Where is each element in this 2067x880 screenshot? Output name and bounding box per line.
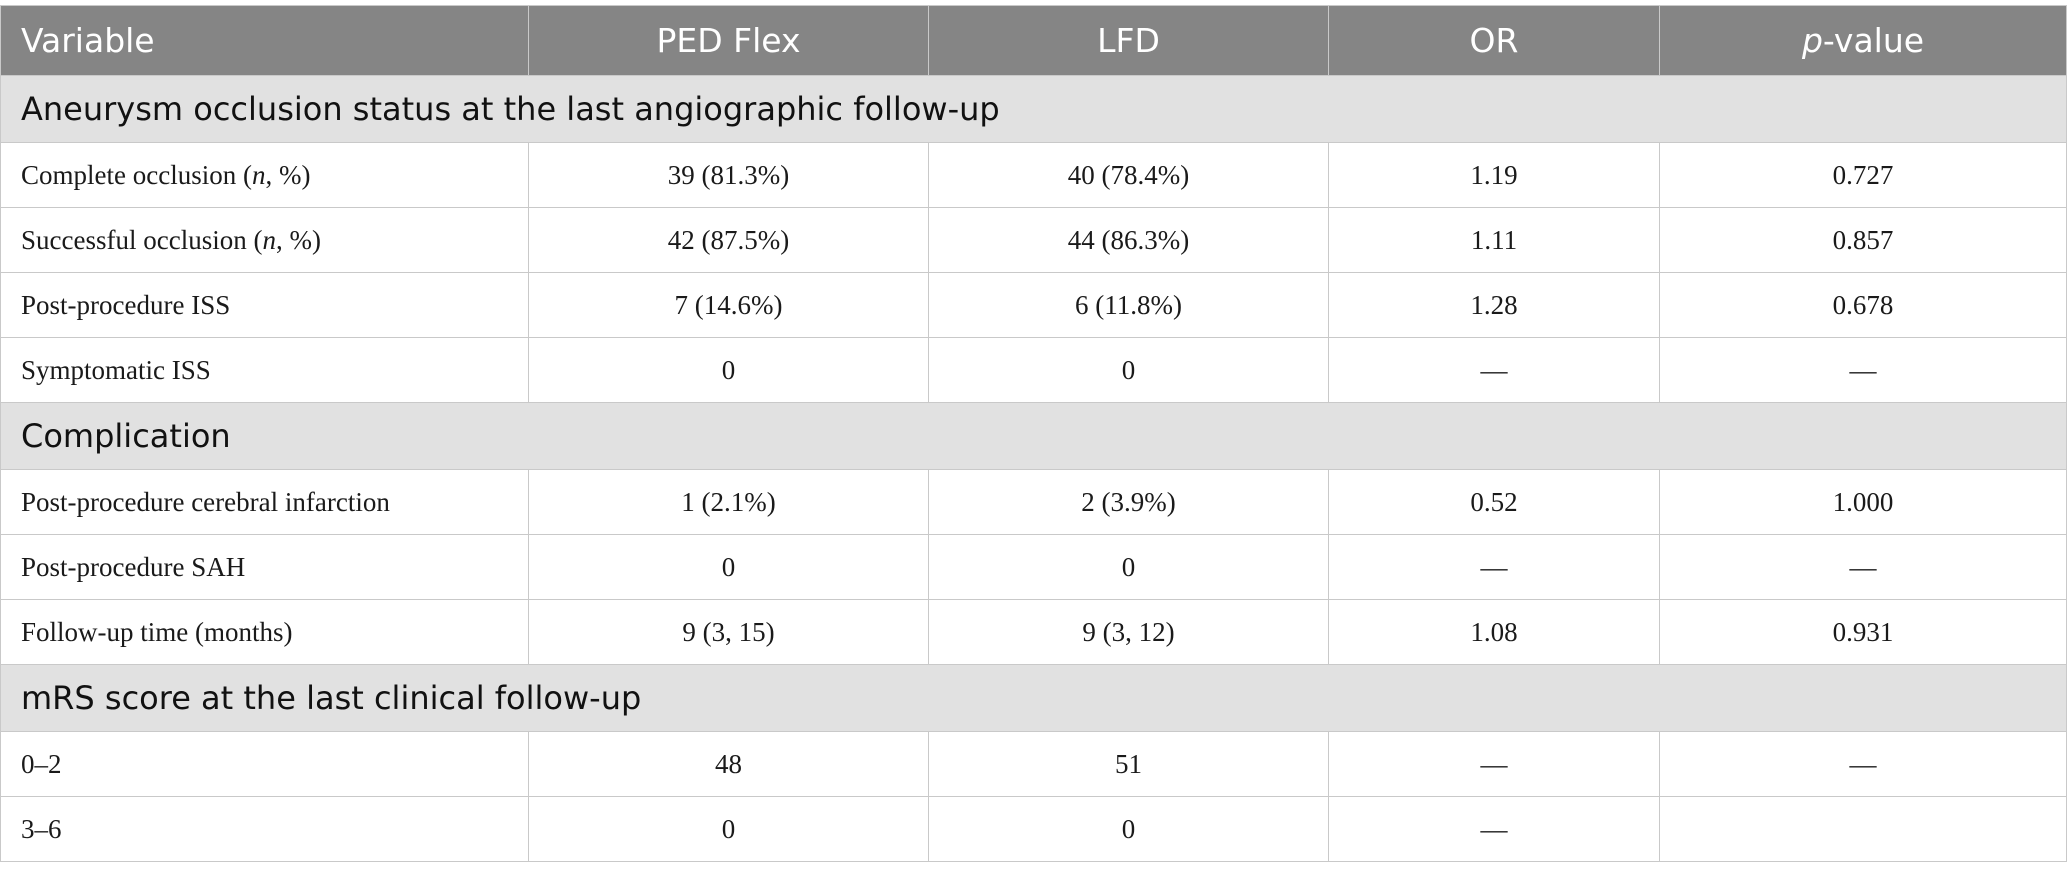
table-header: Variable PED Flex LFD OR p-value	[0, 5, 2067, 76]
variable-label: Complete occlusion (	[21, 159, 252, 190]
table-row: Complete occlusion (n, %) 39 (81.3%) 40 …	[0, 142, 2067, 208]
variable-italic: n	[262, 224, 276, 255]
variable-cell: Post-procedure ISS	[0, 272, 529, 338]
lfd-cell: 0	[928, 796, 1329, 862]
header-p-suffix: -value	[1822, 21, 1925, 60]
or-cell: 1.28	[1328, 272, 1660, 338]
ped-flex-cell: 0	[528, 534, 929, 600]
table-row: Symptomatic ISS 0 0 — —	[0, 337, 2067, 403]
header-variable: Variable	[0, 5, 529, 76]
p-value-cell: —	[1659, 534, 2067, 600]
table-row: Successful occlusion (n, %) 42 (87.5%) 4…	[0, 207, 2067, 273]
variable-cell: Complete occlusion (n, %)	[0, 142, 529, 208]
variable-label-suffix: , %)	[275, 224, 321, 255]
lfd-cell: 0	[928, 337, 1329, 403]
p-value-cell: 0.727	[1659, 142, 2067, 208]
ped-flex-cell: 0	[528, 796, 929, 862]
ped-flex-cell: 1 (2.1%)	[528, 469, 929, 535]
table-row: 3–6 0 0 —	[0, 796, 2067, 862]
header-p-value: p-value	[1659, 5, 2067, 76]
p-value-cell: 0.678	[1659, 272, 2067, 338]
header-ped-flex: PED Flex	[528, 5, 929, 76]
variable-label: Successful occlusion (	[21, 224, 263, 255]
variable-italic: n	[251, 159, 266, 190]
lfd-cell: 0	[928, 534, 1329, 600]
variable-cell: Successful occlusion (n, %)	[0, 207, 529, 273]
or-cell: —	[1328, 796, 1660, 862]
or-cell: —	[1328, 337, 1660, 403]
table-body: Aneurysm occlusion status at the last an…	[0, 75, 2067, 862]
lfd-cell: 2 (3.9%)	[928, 469, 1329, 535]
variable-cell: Follow-up time (months)	[0, 599, 529, 665]
section-title: Aneurysm occlusion status at the last an…	[0, 75, 2067, 143]
variable-cell: Post-procedure SAH	[0, 534, 529, 600]
p-value-cell: —	[1659, 337, 2067, 403]
variable-label-suffix: , %)	[265, 159, 311, 190]
or-cell: —	[1328, 731, 1660, 797]
ped-flex-cell: 0	[528, 337, 929, 403]
header-p-italic: p	[1801, 21, 1823, 60]
p-value-cell	[1659, 796, 2067, 862]
table-row: Post-procedure ISS 7 (14.6%) 6 (11.8%) 1…	[0, 272, 2067, 338]
p-value-cell: 1.000	[1659, 469, 2067, 535]
lfd-cell: 44 (86.3%)	[928, 207, 1329, 273]
p-value-cell: 0.931	[1659, 599, 2067, 665]
lfd-cell: 40 (78.4%)	[928, 142, 1329, 208]
section-row: Aneurysm occlusion status at the last an…	[0, 75, 2067, 143]
or-cell: 1.08	[1328, 599, 1660, 665]
table-row: Post-procedure SAH 0 0 — —	[0, 534, 2067, 600]
section-title: Complication	[0, 402, 2067, 470]
section-row: mRS score at the last clinical follow-up	[0, 664, 2067, 732]
p-value-cell: —	[1659, 731, 2067, 797]
lfd-cell: 6 (11.8%)	[928, 272, 1329, 338]
lfd-cell: 9 (3, 12)	[928, 599, 1329, 665]
table-row: Post-procedure cerebral infarction 1 (2.…	[0, 469, 2067, 535]
header-lfd: LFD	[928, 5, 1329, 76]
or-cell: 1.19	[1328, 142, 1660, 208]
ped-flex-cell: 42 (87.5%)	[528, 207, 929, 273]
or-cell: —	[1328, 534, 1660, 600]
section-title: mRS score at the last clinical follow-up	[0, 664, 2067, 732]
p-value-cell: 0.857	[1659, 207, 2067, 273]
lfd-cell: 51	[928, 731, 1329, 797]
variable-cell: Symptomatic ISS	[0, 337, 529, 403]
or-cell: 1.11	[1328, 207, 1660, 273]
header-row: Variable PED Flex LFD OR p-value	[0, 5, 2067, 76]
section-row: Complication	[0, 402, 2067, 470]
results-table: Variable PED Flex LFD OR p-value Aneurys…	[0, 5, 2067, 862]
variable-cell: 3–6	[0, 796, 529, 862]
or-cell: 0.52	[1328, 469, 1660, 535]
ped-flex-cell: 9 (3, 15)	[528, 599, 929, 665]
ped-flex-cell: 7 (14.6%)	[528, 272, 929, 338]
header-or: OR	[1328, 5, 1660, 76]
ped-flex-cell: 39 (81.3%)	[528, 142, 929, 208]
table-row: 0–2 48 51 — —	[0, 731, 2067, 797]
variable-cell: Post-procedure cerebral infarction	[0, 469, 529, 535]
ped-flex-cell: 48	[528, 731, 929, 797]
table-row: Follow-up time (months) 9 (3, 15) 9 (3, …	[0, 599, 2067, 665]
variable-cell: 0–2	[0, 731, 529, 797]
